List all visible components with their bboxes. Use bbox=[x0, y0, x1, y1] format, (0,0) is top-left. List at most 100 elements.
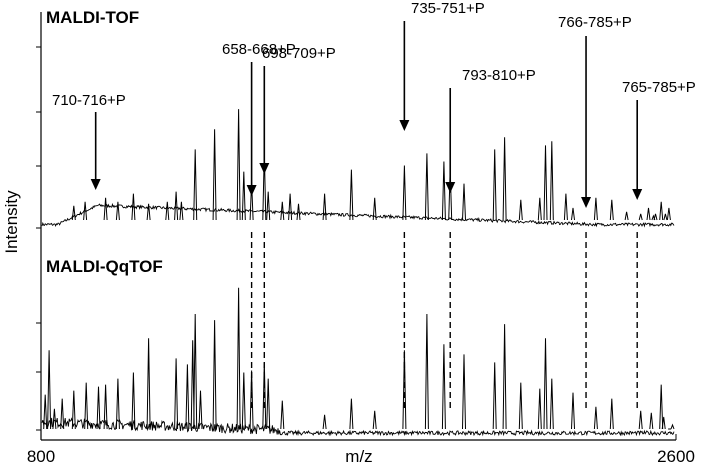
spectrum-peak bbox=[609, 199, 614, 221]
panel-1: MALDI-QqTOF bbox=[41, 257, 675, 437]
peak-annotation: 698-709+P bbox=[259, 45, 336, 410]
spectrum-peak bbox=[83, 201, 88, 221]
spectrum-peak bbox=[462, 183, 466, 221]
spectrum-peak bbox=[52, 408, 57, 430]
spectrum-peak bbox=[663, 213, 668, 221]
peak-annotation: 710-716+P bbox=[52, 92, 126, 190]
spectrum-peak bbox=[236, 287, 241, 430]
x-tick-label: 2600 bbox=[657, 447, 695, 466]
annotation-arrow-head bbox=[246, 185, 257, 196]
spectrum-peak bbox=[131, 372, 136, 430]
spectrum-peak bbox=[71, 390, 76, 430]
spectrum-peak bbox=[241, 171, 246, 221]
annotation-label: 658-668+P bbox=[222, 41, 296, 58]
axes: m/z Intensity bbox=[2, 12, 677, 466]
spectrum-peak bbox=[492, 149, 497, 221]
annotation-arrow-head bbox=[632, 189, 643, 200]
spectrum-peak bbox=[646, 207, 651, 221]
spectrum-peak bbox=[372, 410, 377, 430]
spectrum-peak bbox=[537, 388, 542, 430]
baseline-trace bbox=[41, 202, 675, 228]
annotation-arrow-head bbox=[399, 120, 410, 131]
spectrum-peak bbox=[174, 191, 179, 221]
spectrum-peak bbox=[402, 350, 407, 430]
spectrum-peak bbox=[115, 201, 120, 221]
annotation-label: 710-716+P bbox=[52, 92, 126, 109]
spectrum-peak bbox=[236, 109, 241, 221]
spectrum-peak bbox=[502, 324, 507, 430]
spectrum-peak bbox=[84, 382, 89, 430]
x-axis-label: m/z bbox=[345, 447, 372, 466]
annotation-arrow-head bbox=[90, 179, 101, 190]
spectrum-peak bbox=[624, 211, 629, 221]
spectrum-peak bbox=[193, 313, 198, 430]
spectrum-peak bbox=[349, 398, 354, 430]
spectrum-peak bbox=[659, 201, 664, 221]
spectrum-peak bbox=[179, 201, 184, 221]
annotation-arrow-head bbox=[259, 163, 270, 174]
spectrum-peak bbox=[543, 338, 548, 430]
peak-annotation: 735-751+P bbox=[399, 0, 485, 410]
annotation-label: 766-785+P bbox=[558, 14, 632, 31]
panel-0: MALDI-TOF bbox=[41, 8, 675, 228]
spectrum-peak bbox=[146, 203, 151, 221]
spectrum-peak bbox=[537, 197, 542, 221]
peak-annotation: 766-785+P bbox=[558, 14, 632, 410]
spectrum-peak bbox=[563, 193, 568, 221]
spectrum-peak bbox=[609, 398, 614, 430]
spectrum-peak bbox=[670, 423, 675, 430]
spectrum-peak bbox=[653, 213, 658, 221]
spectrum-peak bbox=[296, 203, 301, 221]
spectrum-peak bbox=[249, 370, 254, 430]
annotation-label: 793-810+P bbox=[462, 67, 536, 84]
spectrum-peak bbox=[103, 197, 108, 221]
spectrum-peak bbox=[571, 207, 575, 221]
spectrum-peak bbox=[593, 406, 598, 430]
spectrum-peak bbox=[402, 165, 407, 221]
spectrum-peak bbox=[174, 358, 179, 430]
spectrum-peak bbox=[372, 197, 377, 221]
annotation-label: 698-709+P bbox=[262, 45, 336, 62]
spectrum-peak bbox=[666, 207, 671, 221]
panel-label: MALDI-TOF bbox=[46, 8, 139, 27]
annotation-label: 735-751+P bbox=[411, 0, 485, 17]
spectrum-peak bbox=[462, 354, 466, 430]
spectrum-peak bbox=[492, 362, 497, 430]
spectrum-peak bbox=[543, 145, 548, 221]
spectrum-panels: MALDI-TOF MALDI-QqTOF bbox=[41, 8, 675, 437]
spectrum-peak bbox=[441, 161, 446, 221]
spectrum-peak bbox=[266, 191, 271, 221]
spectrum-peak bbox=[661, 416, 666, 430]
spectrum-peak bbox=[43, 394, 48, 430]
spectrum-peak bbox=[212, 320, 217, 430]
spectrum-peak bbox=[198, 390, 203, 430]
spectrum-peak bbox=[638, 410, 643, 430]
spectrum-peak bbox=[103, 384, 108, 430]
peak-annotation: 658-668+P bbox=[222, 41, 296, 410]
spectrum-peak bbox=[518, 382, 523, 430]
spectrum-peak bbox=[288, 193, 293, 221]
spectrum-peak bbox=[659, 384, 664, 430]
spectrum-peak bbox=[549, 141, 554, 221]
spectrum-peak bbox=[60, 398, 65, 430]
spectrum-peak bbox=[441, 344, 446, 430]
spectrum-peak bbox=[518, 199, 523, 221]
spectrum-peak bbox=[165, 201, 170, 221]
spectrum-peak bbox=[266, 378, 271, 430]
spectrum-peak bbox=[280, 201, 285, 221]
spectrum-peak bbox=[280, 400, 285, 430]
panel-label: MALDI-QqTOF bbox=[46, 257, 163, 276]
spectrum-peak bbox=[593, 197, 598, 221]
spectrum-peak bbox=[649, 412, 654, 430]
spectrum-peak bbox=[349, 169, 354, 221]
peak-annotation: 793-810+P bbox=[445, 67, 536, 410]
spectrum-peak bbox=[549, 378, 554, 430]
spectrum-peak bbox=[322, 193, 327, 221]
spectrum-peak bbox=[212, 129, 217, 221]
spectrum-peak bbox=[193, 149, 198, 221]
spectrum-peak bbox=[96, 386, 101, 430]
spectrum-peak bbox=[47, 350, 52, 430]
annotation-arrow-head bbox=[581, 197, 592, 208]
